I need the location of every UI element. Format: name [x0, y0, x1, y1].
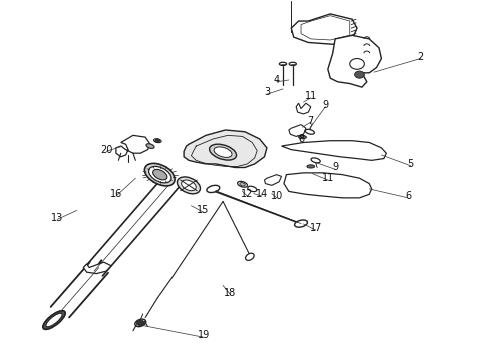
- Ellipse shape: [182, 180, 196, 191]
- Text: 18: 18: [224, 288, 237, 297]
- Text: 11: 11: [322, 173, 334, 183]
- Text: 3: 3: [264, 87, 270, 98]
- Ellipse shape: [153, 139, 161, 143]
- Ellipse shape: [43, 311, 65, 329]
- Ellipse shape: [289, 62, 296, 66]
- Polygon shape: [291, 14, 357, 44]
- Ellipse shape: [279, 62, 287, 66]
- Ellipse shape: [238, 181, 247, 187]
- Polygon shape: [116, 135, 150, 157]
- Ellipse shape: [240, 183, 245, 186]
- Text: 4: 4: [273, 75, 280, 85]
- Ellipse shape: [145, 163, 175, 186]
- Polygon shape: [83, 262, 111, 274]
- Polygon shape: [184, 130, 267, 167]
- Ellipse shape: [210, 144, 237, 160]
- Ellipse shape: [207, 185, 220, 193]
- Text: 2: 2: [417, 52, 423, 62]
- Circle shape: [355, 71, 365, 78]
- Ellipse shape: [135, 319, 146, 327]
- Ellipse shape: [298, 135, 306, 139]
- Polygon shape: [296, 103, 311, 114]
- Ellipse shape: [46, 313, 62, 327]
- Polygon shape: [289, 125, 306, 136]
- Text: 8: 8: [298, 134, 304, 144]
- Ellipse shape: [311, 158, 320, 163]
- Text: 15: 15: [197, 205, 210, 215]
- Polygon shape: [328, 35, 381, 87]
- Ellipse shape: [305, 129, 315, 134]
- Text: 6: 6: [405, 191, 411, 201]
- Text: 9: 9: [332, 162, 338, 172]
- Text: 13: 13: [51, 212, 64, 222]
- Text: 16: 16: [110, 189, 122, 199]
- Polygon shape: [284, 173, 372, 198]
- Text: 17: 17: [310, 223, 322, 233]
- Ellipse shape: [307, 165, 315, 168]
- Circle shape: [155, 139, 160, 143]
- Ellipse shape: [214, 147, 232, 157]
- Ellipse shape: [177, 177, 200, 194]
- Text: 5: 5: [408, 159, 414, 169]
- Text: 12: 12: [241, 189, 254, 199]
- Text: 9: 9: [322, 100, 328, 110]
- Polygon shape: [282, 141, 386, 160]
- Text: 10: 10: [270, 191, 283, 201]
- Text: 19: 19: [197, 330, 210, 341]
- Text: 11: 11: [305, 91, 317, 101]
- Ellipse shape: [146, 144, 154, 148]
- Text: 20: 20: [100, 145, 112, 155]
- Ellipse shape: [152, 170, 167, 180]
- Ellipse shape: [245, 253, 254, 260]
- Text: 14: 14: [256, 189, 268, 199]
- Ellipse shape: [148, 166, 171, 183]
- Ellipse shape: [294, 220, 308, 227]
- Polygon shape: [265, 175, 282, 185]
- Text: 7: 7: [308, 116, 314, 126]
- Circle shape: [350, 59, 365, 69]
- Circle shape: [136, 320, 144, 326]
- Polygon shape: [50, 262, 108, 318]
- Ellipse shape: [248, 186, 257, 192]
- Polygon shape: [86, 174, 183, 276]
